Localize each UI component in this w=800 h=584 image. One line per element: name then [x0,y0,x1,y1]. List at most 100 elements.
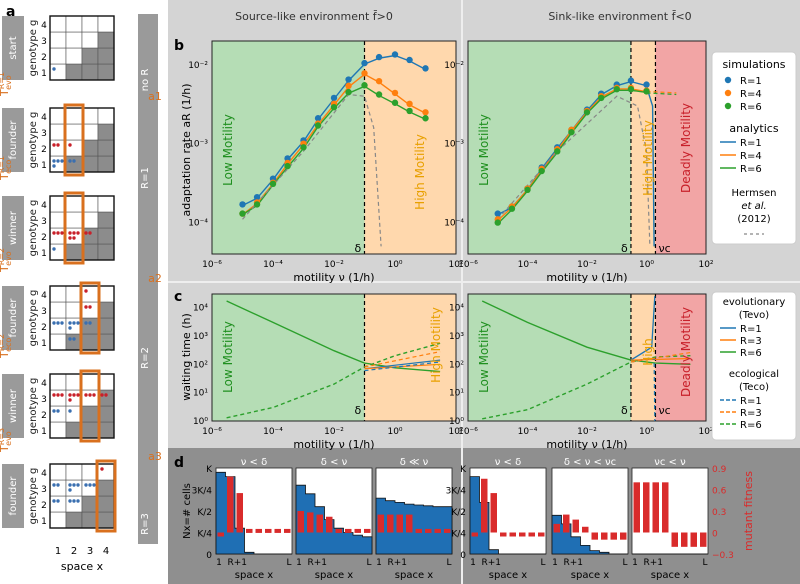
rail-label: R=2 [140,347,151,369]
sim-point-R=6 [554,148,561,155]
d-x-label: space x [315,570,354,581]
d-y-tick: K/4 [451,530,466,540]
y-tick: 10⁻² [188,61,208,71]
cell-dot [68,321,72,325]
x-tick: 10² [448,427,463,437]
d-title: δ < ν [321,457,348,468]
x-tick: 10⁻⁴ [263,427,283,437]
cell-dot [68,483,72,487]
cell-dot [88,393,92,397]
sim-point-R=4 [345,82,352,90]
cell-dot [72,231,76,235]
panel-label-c: c [174,289,182,305]
eco-R1 [364,361,441,372]
sim-point-R=4 [361,70,368,77]
grid-row-tick: 2 [41,323,47,333]
d-y2-tick: −0.3 [712,551,734,561]
region-high: High [641,338,655,366]
d-x-tick: R+1 [388,558,408,568]
d-title: ν < δ [241,457,267,468]
founder-highlight [79,369,101,443]
legend-sim-title: simulations [722,58,785,71]
waiting-curve-R=6 evolutionary (Tevo) [226,300,441,373]
d-fitness-bar [364,528,371,533]
d-y-tick: 3K/4 [446,487,467,497]
region-low: Low Motility [221,321,235,393]
d-fitness-bar [335,528,342,533]
y-tick: 10⁴ [449,304,464,314]
legend-evo-sub: (Tevo) [739,310,769,321]
grid-cell [65,123,83,141]
sim-point-R=6 [284,162,291,170]
x-axis-label: motility ν (1/h) [546,271,627,284]
d-fitness-bar [582,526,589,533]
grid-cell [65,47,83,65]
panel-label-a: a [6,4,15,20]
d-fitness-bar [601,532,608,540]
cell-dot [88,483,92,487]
grid-row-tick: 4 [41,291,47,301]
x-tick: 10² [698,427,713,437]
legend-evo-label: R=6 [740,348,762,359]
grid-cell [49,405,67,423]
d-fitness-bar [415,528,422,533]
d-population [469,476,546,555]
region-high: High Motility [429,307,443,383]
d-fitness-bar [633,482,640,533]
grid-row-tick: 2 [41,145,47,155]
grid-cell [81,405,99,423]
x-tick: 10⁻⁴ [263,260,283,270]
legend-eco-label: R=3 [740,408,762,419]
d-fitness-bar [643,482,650,533]
space-tick: 3 [87,546,93,557]
d-fitness-bar [425,528,432,533]
legend-sim-label: R=1 [740,76,762,87]
grid-cell [81,301,99,319]
grid-row-tick: 1 [41,161,47,171]
b-source-high-region [364,41,456,254]
c-source-high-region [364,294,456,421]
x-tick: 10⁻⁶ [202,427,222,437]
y-tick: 10⁻⁴ [188,219,208,229]
sim-point-R=6 [269,180,277,188]
cell-dot [76,393,80,397]
cell-dot [68,143,72,147]
d-x-label: space x [489,570,528,581]
sim-point-R=4 [406,100,413,108]
sim-point-R=1 [345,76,352,83]
cell-dot [68,409,72,413]
d-population [551,514,628,555]
d-x-tick: 1 [552,558,558,568]
cell-dot [60,393,64,397]
region-low: Low Motility [477,114,491,186]
grid-cell [97,63,115,81]
sim-point-R=6 [345,88,352,96]
grid-cell [97,227,115,245]
rail [138,14,158,544]
grid-cell [97,139,115,157]
cell-dot [68,236,72,240]
d-fitness-bar [217,532,224,537]
cell-dot [104,393,108,397]
grid-row-tick: 1 [41,249,47,259]
d-x-tick: L [286,558,291,568]
grid-row-tick: 4 [41,21,47,31]
d-y-tick: K/4 [197,530,212,540]
d-y2-tick: 0.6 [712,487,727,497]
grid-cell [49,511,67,529]
legend-sim-label: R=6 [740,102,762,113]
cell-dot [56,409,60,413]
legend-evo-label: R=1 [740,324,762,335]
grid-cell [49,463,67,481]
sim-point-R=4 [391,89,399,97]
x-axis-label: motility ν (1/h) [293,271,374,284]
x-tick: 10⁰ [639,260,654,270]
sim-point-R=1 [330,94,338,102]
d-x-tick: 1 [296,558,302,568]
cell-dot [88,305,92,309]
grid-cell [65,511,83,529]
d-title: νc < ν [654,457,686,468]
stage-label: founder [8,298,19,338]
legend-sim-marker [724,89,732,97]
cell-dot [100,467,104,471]
